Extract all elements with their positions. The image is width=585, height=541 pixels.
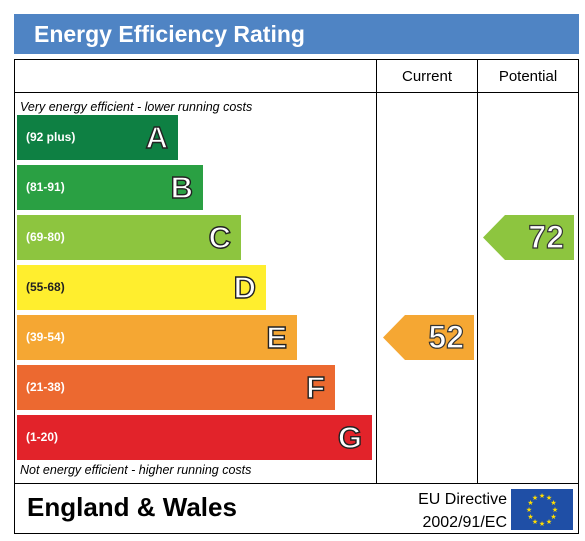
svg-text:★: ★ [539,492,545,500]
band-letter: D [233,269,257,305]
band-f: (21-38) F [17,365,335,410]
current-rating-arrow: 52 [383,315,474,360]
eu-flag-icon: ★ ★ ★ ★ ★ ★ ★ ★ ★ ★ ★ ★ [511,489,573,530]
svg-text:★: ★ [546,518,552,526]
band-letter: C [208,219,232,255]
svg-text:★: ★ [526,506,532,514]
band-letter: G [337,419,363,455]
band-range: (92 plus) [26,130,76,144]
band-letter: F [305,369,325,405]
band-range: (21-38) [26,380,65,394]
svg-text:★: ★ [546,494,552,502]
footer-divider [14,483,579,484]
directive-line-1: EU Directive [418,491,507,508]
band-range: (1-20) [26,430,59,444]
band-letter: B [170,169,194,205]
column-divider-potential [477,59,478,483]
svg-text:★: ★ [527,499,533,507]
svg-text:★: ★ [550,499,556,507]
band-a: (92 plus) A [17,115,178,160]
band-letter: E [266,319,288,355]
potential-rating-arrow: 72 [483,215,574,260]
potential-rating-value: 72 [528,218,565,255]
svg-text:★: ★ [527,513,533,521]
current-rating-value: 52 [428,318,465,355]
band-c: (69-80) C [17,215,241,260]
header-row-divider [14,92,579,93]
band-range: (39-54) [26,330,65,344]
rating-frame [14,59,579,534]
svg-text:★: ★ [552,506,558,514]
svg-text:★: ★ [539,520,545,528]
note-inefficient: Not energy efficient - higher running co… [20,463,252,477]
column-header-potential: Potential [498,68,558,85]
column-divider-current [376,59,377,483]
note-efficient: Very energy efficient - lower running co… [20,100,253,114]
svg-text:★: ★ [532,494,538,502]
column-header-current: Current [401,68,453,85]
band-g: (1-20) G [17,415,372,460]
band-d: (55-68) D [17,265,266,310]
region-label: England & Wales [27,492,237,522]
directive-line-2: 2002/91/EC [422,514,507,531]
svg-text:★: ★ [532,518,538,526]
band-range: (55-68) [26,280,65,294]
band-e: (39-54) E [17,315,297,360]
band-letter: A [145,119,169,155]
chart-title: Energy Efficiency Rating [14,14,579,54]
band-range: (81-91) [26,180,65,194]
svg-text:★: ★ [550,513,556,521]
band-b: (81-91) B [17,165,203,210]
band-range: (69-80) [26,230,65,244]
